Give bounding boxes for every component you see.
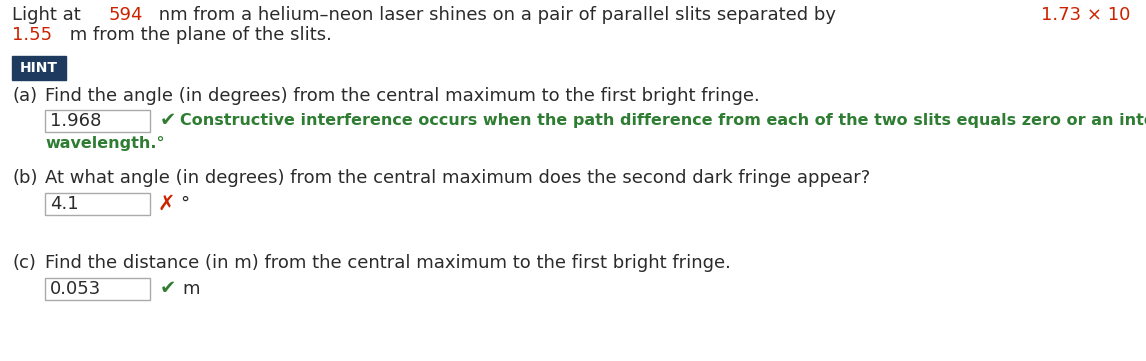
Text: (b): (b): [11, 169, 38, 187]
Text: 0.053: 0.053: [50, 280, 101, 298]
Text: m: m: [182, 280, 199, 298]
Text: 1.73 × 10: 1.73 × 10: [1042, 6, 1131, 24]
Text: m from the plane of the slits.: m from the plane of the slits.: [64, 26, 331, 44]
Text: ✔: ✔: [160, 112, 176, 130]
Text: Light at: Light at: [11, 6, 86, 24]
Text: 1.55: 1.55: [11, 26, 52, 44]
Text: At what angle (in degrees) from the central maximum does the second dark fringe : At what angle (in degrees) from the cent…: [45, 169, 870, 187]
FancyBboxPatch shape: [11, 56, 66, 80]
Text: ✔: ✔: [160, 279, 176, 299]
FancyBboxPatch shape: [45, 278, 150, 300]
FancyBboxPatch shape: [45, 110, 150, 132]
Text: ✗: ✗: [158, 194, 175, 214]
Text: HINT: HINT: [19, 61, 58, 75]
Text: 594: 594: [108, 6, 142, 24]
Text: nm from a helium–neon laser shines on a pair of parallel slits separated by: nm from a helium–neon laser shines on a …: [152, 6, 841, 24]
Text: wavelength.°: wavelength.°: [45, 136, 165, 151]
Text: °: °: [180, 195, 189, 213]
Text: Constructive interference occurs when the path difference from each of the two s: Constructive interference occurs when th…: [180, 113, 1146, 127]
Text: 4.1: 4.1: [50, 195, 79, 213]
Text: Find the distance (in m) from the central maximum to the first bright fringe.: Find the distance (in m) from the centra…: [45, 254, 731, 272]
Text: Find the angle (in degrees) from the central maximum to the first bright fringe.: Find the angle (in degrees) from the cen…: [45, 87, 760, 105]
FancyBboxPatch shape: [45, 193, 150, 215]
Text: (a): (a): [11, 87, 37, 105]
Text: (c): (c): [11, 254, 36, 272]
Text: 1.968: 1.968: [50, 112, 101, 130]
